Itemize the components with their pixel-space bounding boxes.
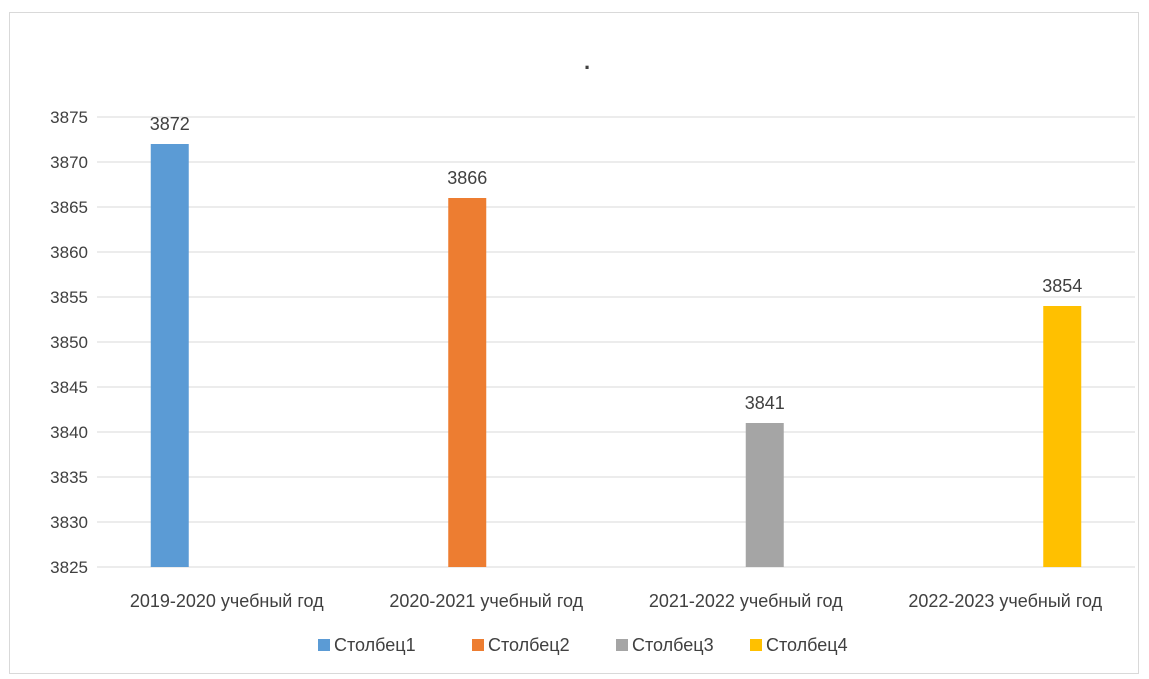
legend-label: Столбец3 (632, 635, 714, 655)
data-label: 3841 (745, 393, 785, 413)
legend-swatch (616, 639, 628, 651)
bar-2 (448, 198, 487, 567)
y-tick-label: 3850 (50, 333, 88, 352)
y-tick-label: 3840 (50, 423, 88, 442)
y-axis-ticks: 3825 3830 3835 3840 3845 3850 3855 3860 3865 3870… (50, 108, 88, 577)
x-category-label: 2021-2022 учебный год (649, 591, 843, 611)
y-tick-label: 3830 (50, 513, 88, 532)
legend-swatch (750, 639, 762, 651)
legend-item: Столбец4 (750, 635, 848, 655)
bar-4 (1043, 306, 1082, 567)
y-tick-label: 3875 (50, 108, 88, 127)
legend-item: Столбец3 (616, 635, 714, 655)
bar-chart: . 38253830383538403845385038553860386538… (50, 49, 1135, 655)
bar-1 (150, 144, 189, 567)
legend: Столбец1 Столбец2 Столбец3 Столбец4 (318, 635, 848, 655)
legend-label: Столбец2 (488, 635, 570, 655)
y-tick-label: 3870 (50, 153, 88, 172)
legend-swatch (472, 639, 484, 651)
data-label: 3872 (150, 114, 190, 134)
y-tick-label: 3865 (50, 198, 88, 217)
legend-label: Столбец1 (334, 635, 416, 655)
legend-swatch (318, 639, 330, 651)
legend-label: Столбец4 (766, 635, 848, 655)
x-category-label: 2020-2021 учебный год (389, 591, 583, 611)
y-tick-label: 3855 (50, 288, 88, 307)
gridlines (97, 116, 1135, 568)
x-axis-categories: 2019-2020 учебный год 2020-2021 учебный г… (130, 591, 1103, 611)
y-tick-label: 3835 (50, 468, 88, 487)
x-category-label: 2019-2020 учебный год (130, 591, 324, 611)
data-label: 3866 (447, 168, 487, 188)
x-category-label: 2022-2023 учебный год (908, 591, 1102, 611)
legend-item: Столбец1 (318, 635, 416, 655)
data-labels: 3872 3866 3841 3854 (150, 114, 1083, 413)
chart-title: . (584, 49, 590, 74)
y-tick-label: 3845 (50, 378, 88, 397)
bars (150, 144, 1082, 567)
y-tick-label: 3825 (50, 558, 88, 577)
legend-item: Столбец2 (472, 635, 570, 655)
chart-area: . 3825 3830 3835 3840 3845 3850 3855 3860 3865 38… (9, 12, 1139, 674)
data-label: 3854 (1042, 276, 1082, 296)
bar-3 (745, 423, 784, 567)
y-tick-label: 3860 (50, 243, 88, 262)
